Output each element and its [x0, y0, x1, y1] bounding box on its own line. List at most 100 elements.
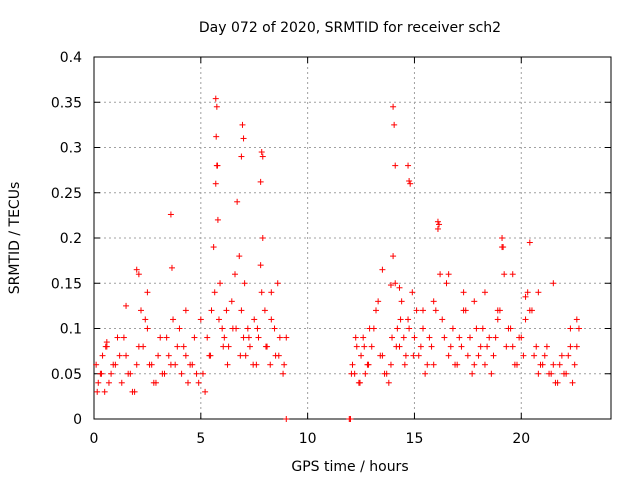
data-point: [195, 379, 202, 386]
data-point: [563, 370, 570, 377]
data-point: [569, 379, 576, 386]
data-point: [123, 352, 130, 359]
data-point: [348, 370, 355, 377]
axis-ticks: 0 0.05 0.1 0.15 0.2 0.25 0.3 0.35 0.4 0 5 10 15 20: [51, 50, 611, 447]
data-point: [460, 307, 467, 314]
y-tick-label: 0.25: [51, 186, 82, 202]
data-point: [415, 352, 422, 359]
data-point: [349, 361, 356, 368]
data-point: [389, 334, 396, 341]
data-point: [441, 334, 448, 341]
data-point: [155, 352, 162, 359]
data-point: [125, 370, 132, 377]
data-point: [409, 289, 416, 296]
x-tick-label: 0: [90, 431, 99, 447]
data-point: [275, 352, 282, 359]
data-point: [400, 334, 407, 341]
data-point: [94, 388, 101, 395]
data-point: [434, 225, 441, 232]
data-point: [420, 325, 426, 332]
data-point: [176, 325, 183, 332]
data-point: [401, 361, 408, 368]
data-point: [477, 343, 484, 350]
data-point: [116, 352, 123, 359]
data-point: [373, 307, 379, 314]
data-point: [123, 302, 130, 309]
data-point: [464, 352, 471, 359]
data-point: [197, 316, 204, 323]
data-point: [233, 325, 240, 332]
data-point: [244, 325, 251, 332]
data-point: [237, 352, 244, 359]
data-point: [99, 352, 106, 359]
data-point: [501, 271, 508, 278]
data-point: [554, 379, 561, 386]
data-point: [543, 343, 550, 350]
data-point: [199, 370, 206, 377]
data-point: [385, 379, 392, 386]
data-point: [242, 352, 249, 359]
data-point: [410, 352, 417, 359]
data-point: [228, 298, 235, 305]
data-point: [258, 149, 265, 156]
data-point: [535, 289, 542, 296]
data-point: [267, 361, 274, 368]
data-point: [422, 370, 429, 377]
data-point: [524, 289, 531, 296]
data-point: [356, 379, 363, 386]
data-point: [379, 266, 386, 273]
data-point: [383, 370, 390, 377]
data-point: [221, 334, 228, 341]
data-point: [368, 343, 375, 350]
data-point: [208, 307, 215, 314]
data-point: [257, 262, 264, 269]
data-point: [144, 289, 151, 296]
x-tick-label: 15: [406, 431, 424, 447]
data-point: [494, 316, 501, 323]
data-point: [437, 271, 444, 278]
data-point: [432, 307, 439, 314]
data-point: [212, 180, 219, 187]
data-point: [390, 253, 397, 260]
data-point: [428, 343, 435, 350]
data-point: [509, 271, 516, 278]
data-point: [98, 370, 105, 377]
data-point: [258, 289, 265, 296]
data-point: [397, 316, 404, 323]
data-point: [268, 289, 275, 296]
data-point: [411, 334, 418, 341]
data-point: [246, 343, 253, 350]
data-point: [259, 235, 266, 241]
data-point: [445, 271, 452, 278]
data-point: [406, 325, 413, 332]
data-point: [405, 316, 412, 323]
data-point: [535, 370, 542, 377]
data-point: [484, 343, 491, 350]
data-point: [268, 316, 275, 323]
data-point: [406, 177, 413, 184]
data-point: [240, 135, 247, 142]
data-point: [447, 343, 454, 350]
data-point: [245, 334, 252, 341]
data-point: [232, 271, 238, 278]
data-point: [573, 316, 580, 323]
data-point: [93, 361, 100, 368]
data-point: [214, 216, 221, 223]
data-point: [522, 316, 529, 323]
data-point: [550, 280, 557, 287]
data-point: [499, 235, 506, 241]
data-point: [172, 361, 179, 368]
data-point: [467, 334, 473, 341]
data-point: [556, 361, 563, 368]
y-tick-label: 0.05: [51, 367, 82, 383]
data-point: [234, 198, 241, 205]
data-point: [533, 343, 540, 350]
data-point: [449, 325, 456, 332]
data-point: [471, 298, 478, 305]
data-point: [398, 298, 405, 305]
data-point: [146, 361, 153, 368]
data-point: [236, 253, 243, 260]
data-series: [93, 95, 582, 422]
data-point: [219, 325, 226, 332]
data-point: [430, 361, 437, 368]
